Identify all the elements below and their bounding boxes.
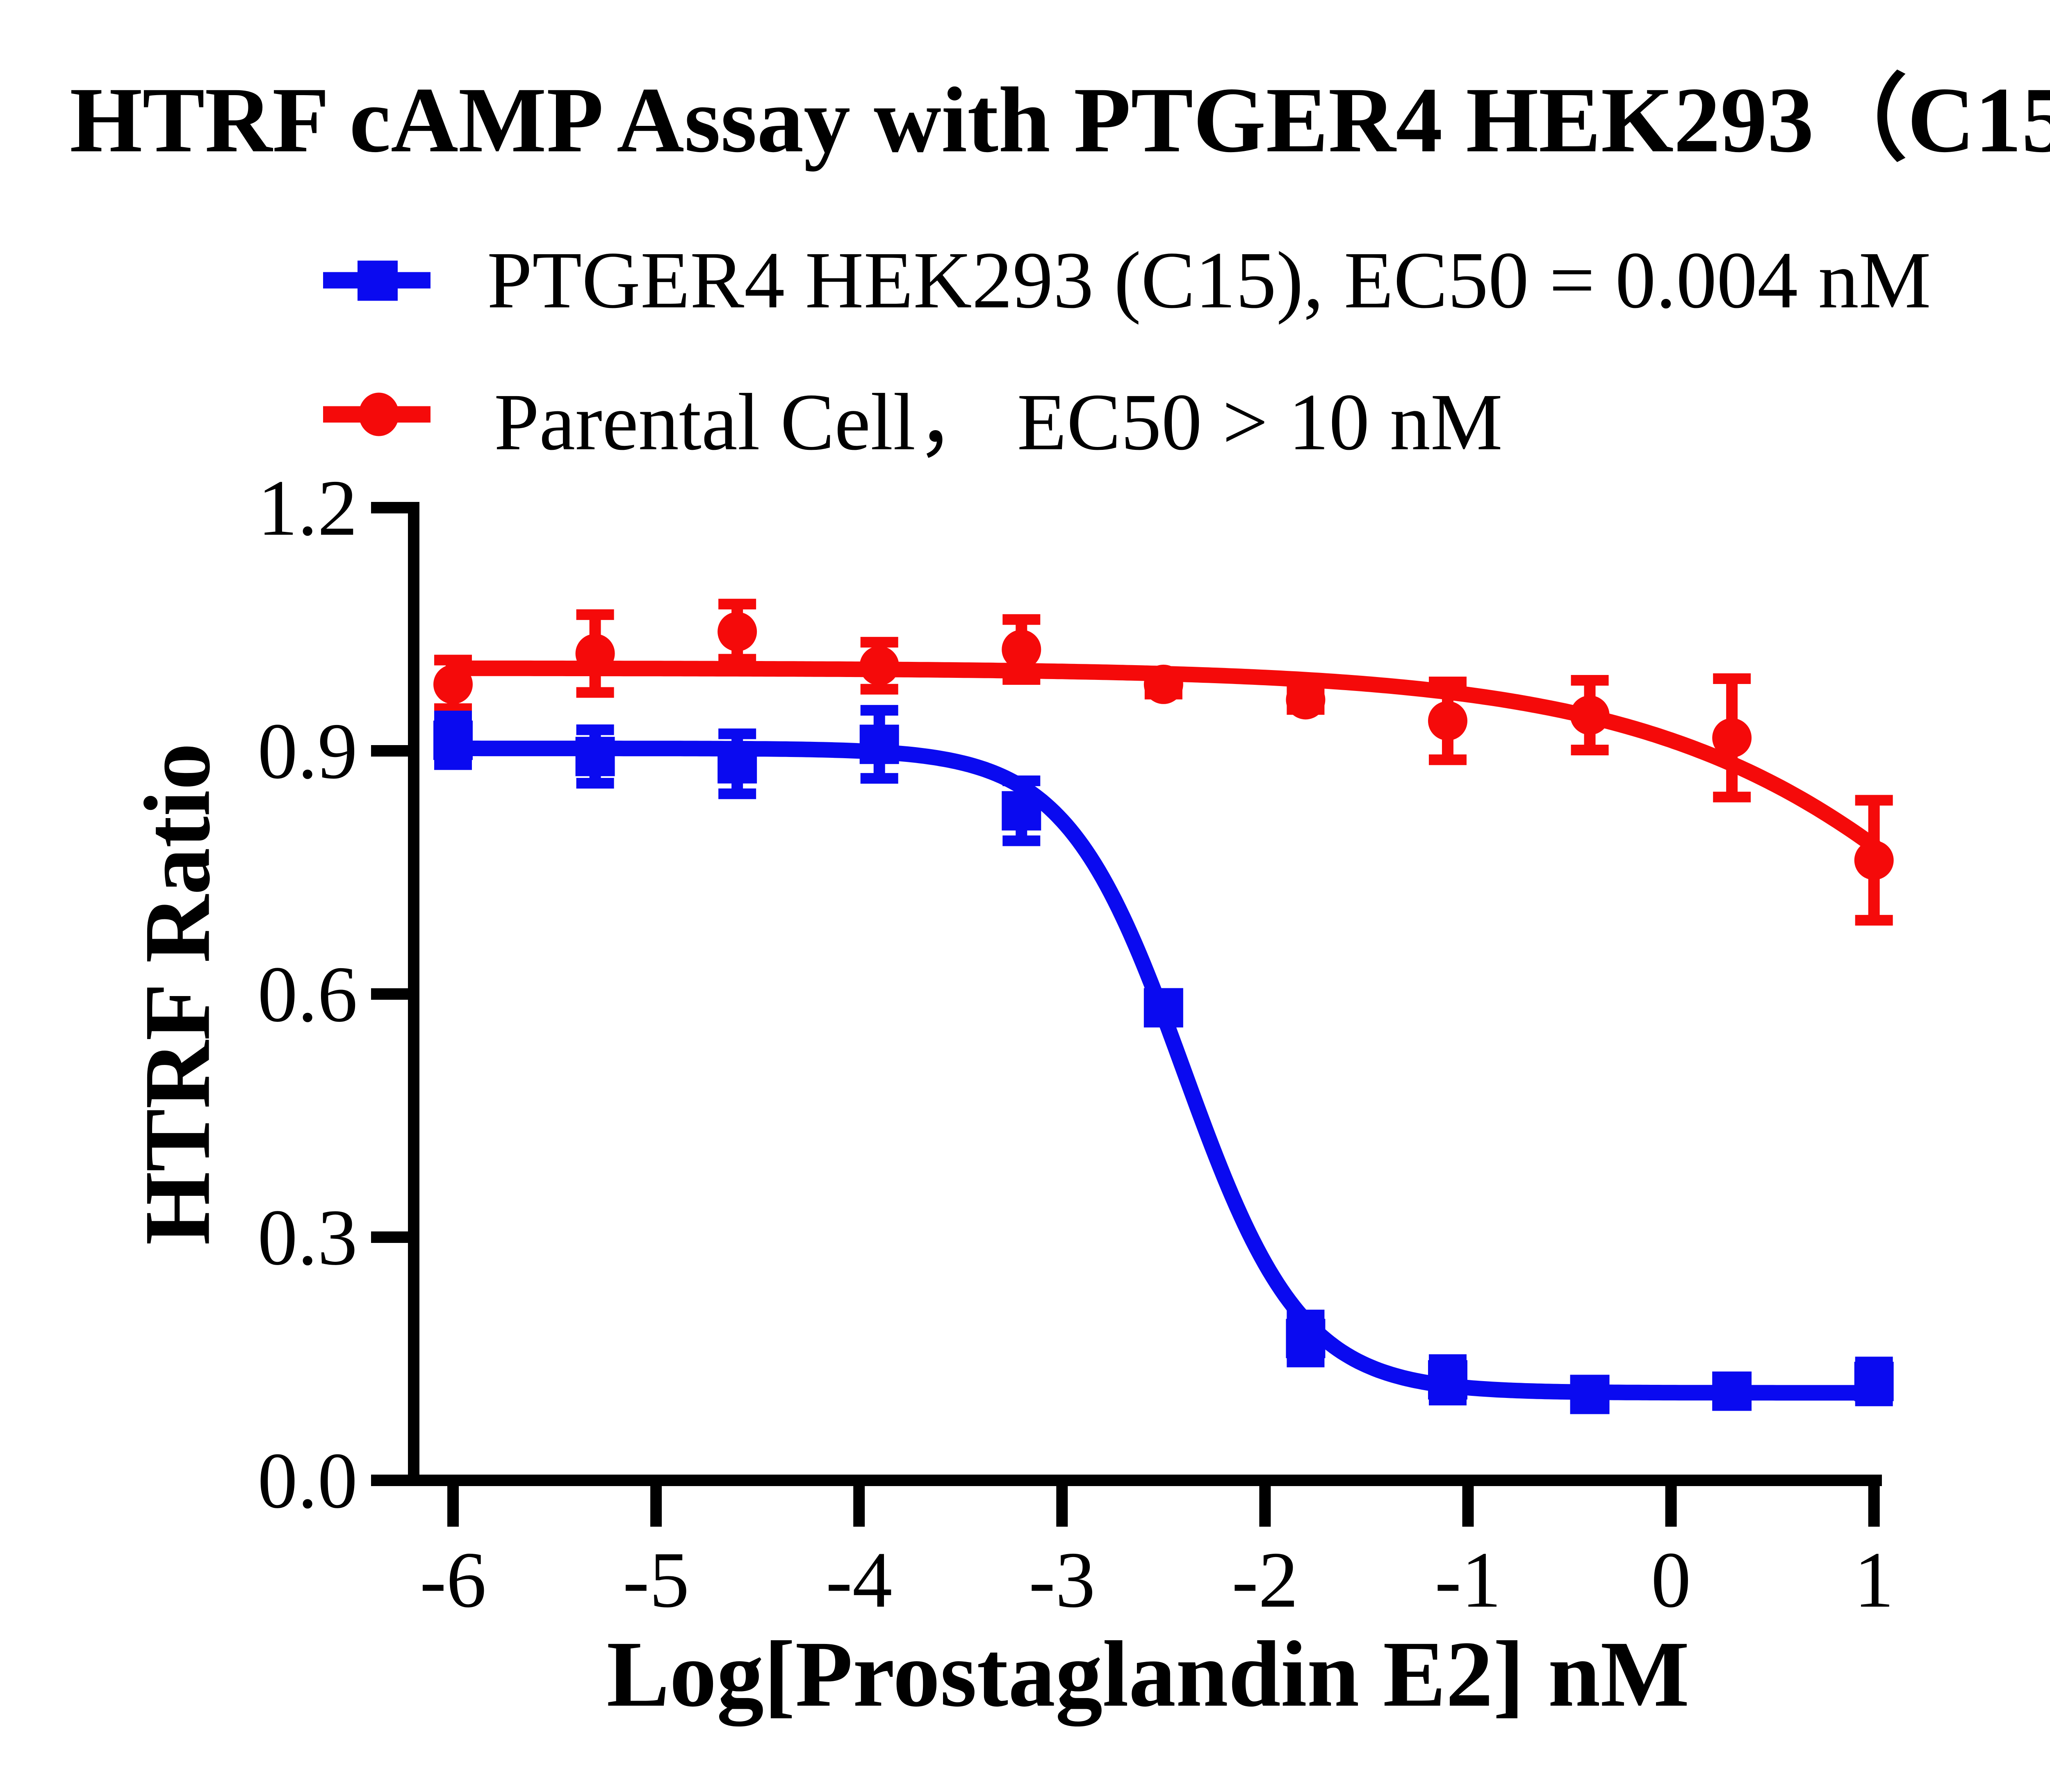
data-point-circle-parental-cell xyxy=(433,664,473,704)
x-tick-label: -6 xyxy=(420,1536,486,1624)
x-axis-title: Log[Prostaglandin E2] nM xyxy=(606,1621,1690,1726)
data-point-square-ptger4-hek293-c15 xyxy=(859,725,899,764)
data-point-square-ptger4-hek293-c15 xyxy=(1854,1361,1894,1401)
data-point-square-ptger4-hek293-c15 xyxy=(433,720,473,760)
x-tick-label: -2 xyxy=(1232,1536,1298,1624)
y-tick-label: 0.3 xyxy=(257,1193,358,1282)
data-point-square-ptger4-hek293-c15 xyxy=(1712,1371,1752,1411)
data-point-circle-parental-cell xyxy=(1286,680,1326,720)
data-point-square-ptger4-hek293-c15 xyxy=(1570,1375,1610,1414)
x-tick-label: -5 xyxy=(623,1536,689,1624)
y-tick-label: 1.2 xyxy=(257,464,358,552)
legend-circle-marker-icon xyxy=(323,392,430,436)
x-tick-label: -1 xyxy=(1435,1536,1501,1624)
y-axis-title: HTRF Ratio xyxy=(125,743,230,1245)
data-point-circle-parental-cell xyxy=(1854,840,1894,880)
data-point-circle-parental-cell xyxy=(1143,664,1183,704)
data-point-square-ptger4-hek293-c15 xyxy=(718,744,757,784)
data-point-circle-parental-cell xyxy=(1428,701,1467,741)
data-point-circle-parental-cell xyxy=(1712,718,1752,758)
fit-curve-ptger4-hek293-c15 xyxy=(445,741,1882,1401)
legend-label-parental: Parental Cell， EC50 > 10 nM xyxy=(494,377,1503,467)
data-point-circle-parental-cell xyxy=(1002,629,1041,669)
data-point-circle-parental-cell xyxy=(718,612,757,652)
data-point-square-ptger4-hek293-c15 xyxy=(1286,1319,1326,1359)
y-tick-label: 0.6 xyxy=(257,950,358,1039)
chart-title: HTRF cAMP Assay with PTGER4 HEK293（C15） xyxy=(70,68,2050,172)
data-point-square-ptger4-hek293-c15 xyxy=(1002,791,1041,831)
data-point-circle-parental-cell xyxy=(1570,695,1610,735)
legend-square-marker-icon xyxy=(323,260,430,301)
legend-label-ptger4: PTGER4 HEK293 (C15), EC50 = 0.004 nM xyxy=(487,235,1931,325)
x-tick-label: -4 xyxy=(826,1536,892,1624)
legend-item-parental: Parental Cell， EC50 > 10 nM xyxy=(323,356,1503,473)
y-tick-label: 0.9 xyxy=(257,707,358,796)
data-point-square-ptger4-hek293-c15 xyxy=(1143,988,1183,1028)
x-tick-label: 0 xyxy=(1651,1536,1691,1624)
data-point-circle-parental-cell xyxy=(859,646,899,686)
data-point-square-ptger4-hek293-c15 xyxy=(575,736,615,776)
legend-item-ptger4: PTGER4 HEK293 (C15), EC50 = 0.004 nM xyxy=(323,234,1931,327)
data-point-circle-parental-cell xyxy=(575,634,615,673)
data-point-square-ptger4-hek293-c15 xyxy=(1428,1360,1467,1400)
y-tick-label: 0.0 xyxy=(257,1436,358,1525)
x-tick-label: 1 xyxy=(1854,1536,1894,1624)
x-tick-label: -3 xyxy=(1029,1536,1095,1624)
